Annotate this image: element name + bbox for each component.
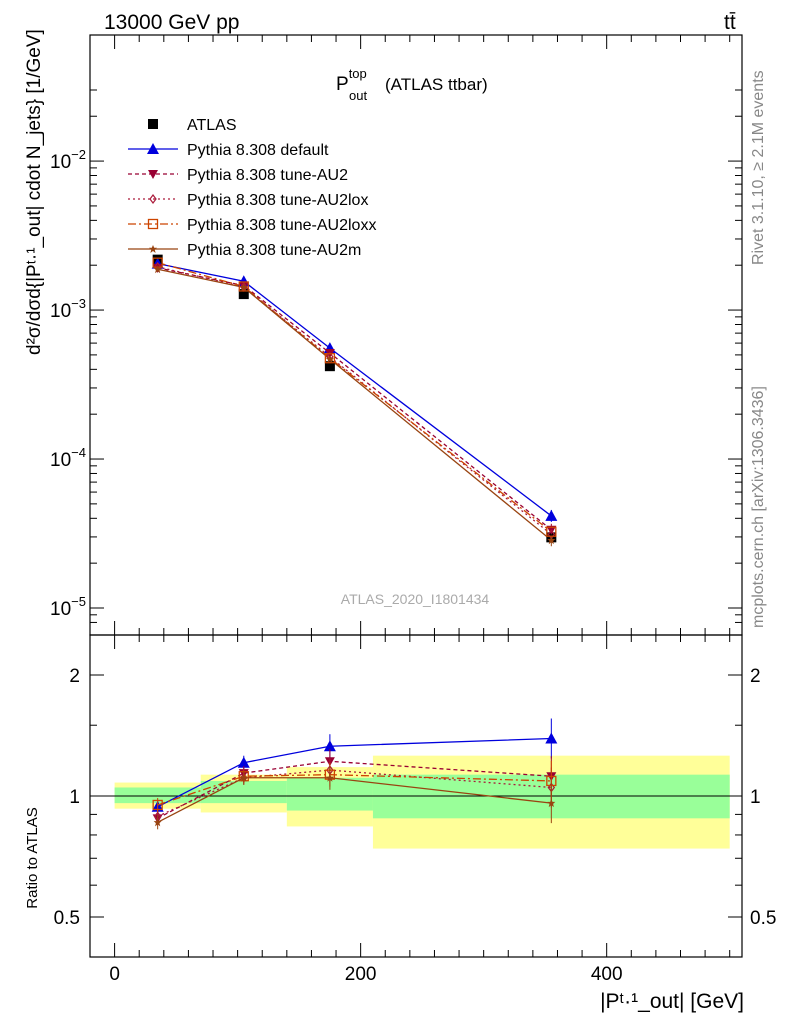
x-axis-label: |Pᵗ·¹_out| [GeV] [600, 990, 744, 1013]
rivet-label: Rivet 3.1.10, ≥ 2.1M events [750, 70, 767, 265]
ratio-point-series-4-1 [239, 773, 248, 782]
main-point-series-0-1 [238, 289, 249, 300]
ratio-point-series-4-3 [547, 799, 556, 808]
main-point-series-5-3 [547, 536, 556, 545]
main-point-series-0-2 [324, 361, 335, 372]
main-point-series-1-3 [545, 509, 558, 521]
analysis-watermark: ATLAS_2020_I1801434 [341, 591, 490, 607]
ratio-line-series-2 [157, 769, 552, 817]
ratio-bands [90, 755, 742, 849]
main-y-axis-label: d²σ/dσd{|Pᵗ·¹_out| cdot N_jets} [1/GeV] [24, 29, 45, 355]
legend-label-4: Pythia 8.308 tune-AU2loxx [187, 217, 376, 234]
main-plot-title: Ptop out (ATLAS ttbar) [336, 66, 488, 103]
legend-label-3: Pythia 8.308 tune-AU2lox [187, 192, 368, 209]
ratio-point-series-4-0 [153, 818, 162, 827]
legend-label-0: ATLAS [187, 117, 237, 134]
axes-frames: 10−5 10−4 10−3 10−2 0 200 400 0.5 0.5 1 1 2 2 [50, 34, 776, 985]
legend-marker-0 [148, 119, 158, 129]
legend-marker-1 [147, 143, 159, 154]
main-line-series-2 [157, 267, 552, 531]
ratio-ytick-label-right-1: 1 [750, 787, 761, 808]
main-point-series-4-1 [238, 281, 249, 292]
legend-label-5: Pythia 8.308 tune-AU2m [187, 242, 361, 259]
xtick-label-0: 0 [109, 964, 120, 985]
legend-label-1: Pythia 8.308 default [187, 142, 329, 159]
main-line-series-4 [157, 262, 552, 533]
main-ytick-label-3: 10−2 [50, 147, 86, 173]
ratio-ytick-label-left-2: 2 [69, 666, 80, 687]
main-plot-content [151, 254, 558, 547]
ratio-point-series-0-1 [237, 756, 250, 768]
ratio-ytick-label-right-0: 0.5 [750, 908, 776, 929]
main-ytick-label-2: 10−3 [50, 296, 86, 322]
legend: ATLAS Pythia 8.308 default Pythia 8.308 tu… [128, 117, 376, 259]
ratio-line-series-1 [157, 760, 552, 819]
ratio-ytick-label-left-1: 1 [69, 787, 80, 808]
main-ytick-label-0: 10−5 [50, 594, 86, 620]
title-rest: (ATLAS ttbar) [385, 75, 488, 94]
legend-label-2: Pythia 8.308 tune-AU2 [187, 167, 348, 184]
ratio-line-series-0 [157, 737, 552, 808]
main-line-series-5 [157, 268, 552, 541]
ratio-line-series-4 [157, 777, 552, 823]
main-point-series-4-2 [324, 353, 336, 364]
legend-marker-5 [149, 245, 157, 253]
ratio-point-series-3-0 [152, 799, 163, 811]
main-line-series-1 [157, 262, 552, 517]
main-ytick-label-1: 10−4 [50, 445, 86, 471]
main-point-series-5-0 [153, 265, 162, 274]
ratio-ytick-label-left-0: 0.5 [54, 908, 80, 929]
main-line-series-3 [157, 266, 552, 535]
main-point-series-5-1 [239, 283, 248, 292]
ratio-line-series-3 [157, 774, 552, 806]
ratio-point-series-0-2 [323, 740, 336, 752]
legend-marker-3 [149, 194, 157, 204]
xtick-label-2: 400 [591, 964, 623, 985]
title-superscript: top [349, 66, 367, 81]
ratio-point-series-4-2 [325, 773, 334, 782]
ratio-point-series-0-3 [545, 732, 558, 744]
header-right-label: tt̄ [724, 11, 736, 34]
header-left-label: 13000 GeV pp [104, 11, 239, 34]
ratio-plot-content [151, 718, 558, 830]
ratio-band-inner-0 [114, 787, 201, 804]
main-point-series-5-2 [325, 355, 334, 364]
ratio-y-axis-label: Ratio to ATLAS [24, 807, 41, 908]
title-main: P [336, 74, 349, 95]
legend-marker-2 [148, 170, 158, 179]
ratio-band-inner-1 [200, 780, 287, 804]
xtick-label-1: 200 [345, 964, 377, 985]
ratio-ytick-label-right-2: 2 [750, 666, 761, 687]
title-subscript: out [349, 88, 367, 103]
mcplots-label: mcplots.cern.ch [arXiv:1306.3436] [750, 386, 767, 628]
legend-marker-4 [147, 218, 159, 230]
